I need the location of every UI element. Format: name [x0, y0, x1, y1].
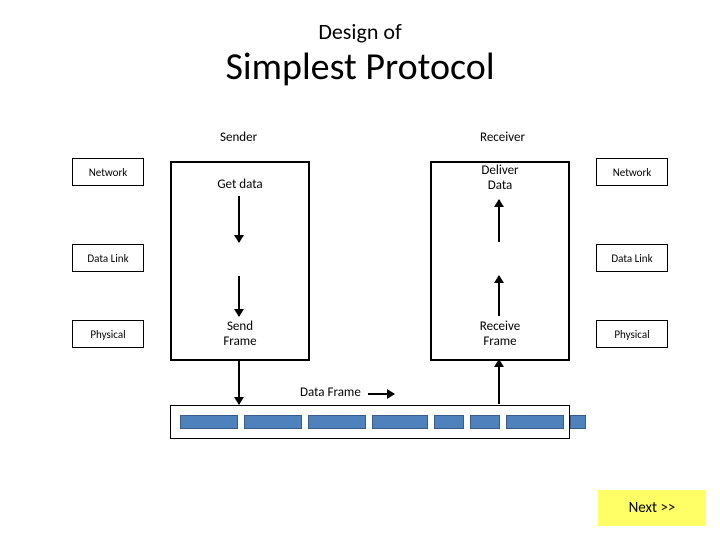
frame-segment: [180, 415, 238, 429]
layer-datalink-left: Data Link: [72, 244, 144, 272]
layer-physical-right: Physical: [596, 320, 668, 348]
frame-segment: [244, 415, 302, 429]
layer-network-right: Network: [596, 158, 668, 186]
frame-segment: [372, 415, 428, 429]
next-button[interactable]: Next >>: [598, 490, 706, 526]
process-get-data: Get data: [190, 178, 290, 193]
arrow-fromreceive-up: [498, 276, 500, 316]
process-receive-frame: Receive Frame: [450, 320, 550, 350]
frame-segment: [570, 415, 586, 429]
slide-stage: Design of Simplest Protocol Sender Recei…: [0, 0, 720, 540]
title-small: Design of: [0, 18, 720, 45]
frame-segment: [470, 415, 500, 429]
arrow-getdata-down: [238, 196, 240, 242]
layer-physical-left: Physical: [72, 320, 144, 348]
frame-segment: [506, 415, 564, 429]
arrow-tosend-down: [238, 276, 240, 316]
data-frame-arrow: [368, 393, 394, 395]
data-frame-label: Data Frame: [300, 386, 361, 401]
layer-network-left: Network: [72, 158, 144, 186]
process-deliver-data: Deliver Data: [450, 164, 550, 194]
sender-header: Sender: [220, 130, 257, 145]
process-send-frame: Send Frame: [190, 320, 290, 350]
title-big: Simplest Protocol: [0, 44, 720, 90]
receiver-header: Receiver: [480, 130, 525, 145]
arrow-physical-to-receive: [498, 360, 500, 404]
layer-datalink-right: Data Link: [596, 244, 668, 272]
arrow-todeliver-up: [498, 200, 500, 242]
frame-segment: [434, 415, 464, 429]
arrow-send-to-physical: [238, 360, 240, 404]
frame-segment: [308, 415, 366, 429]
data-frame-row: [180, 415, 586, 429]
